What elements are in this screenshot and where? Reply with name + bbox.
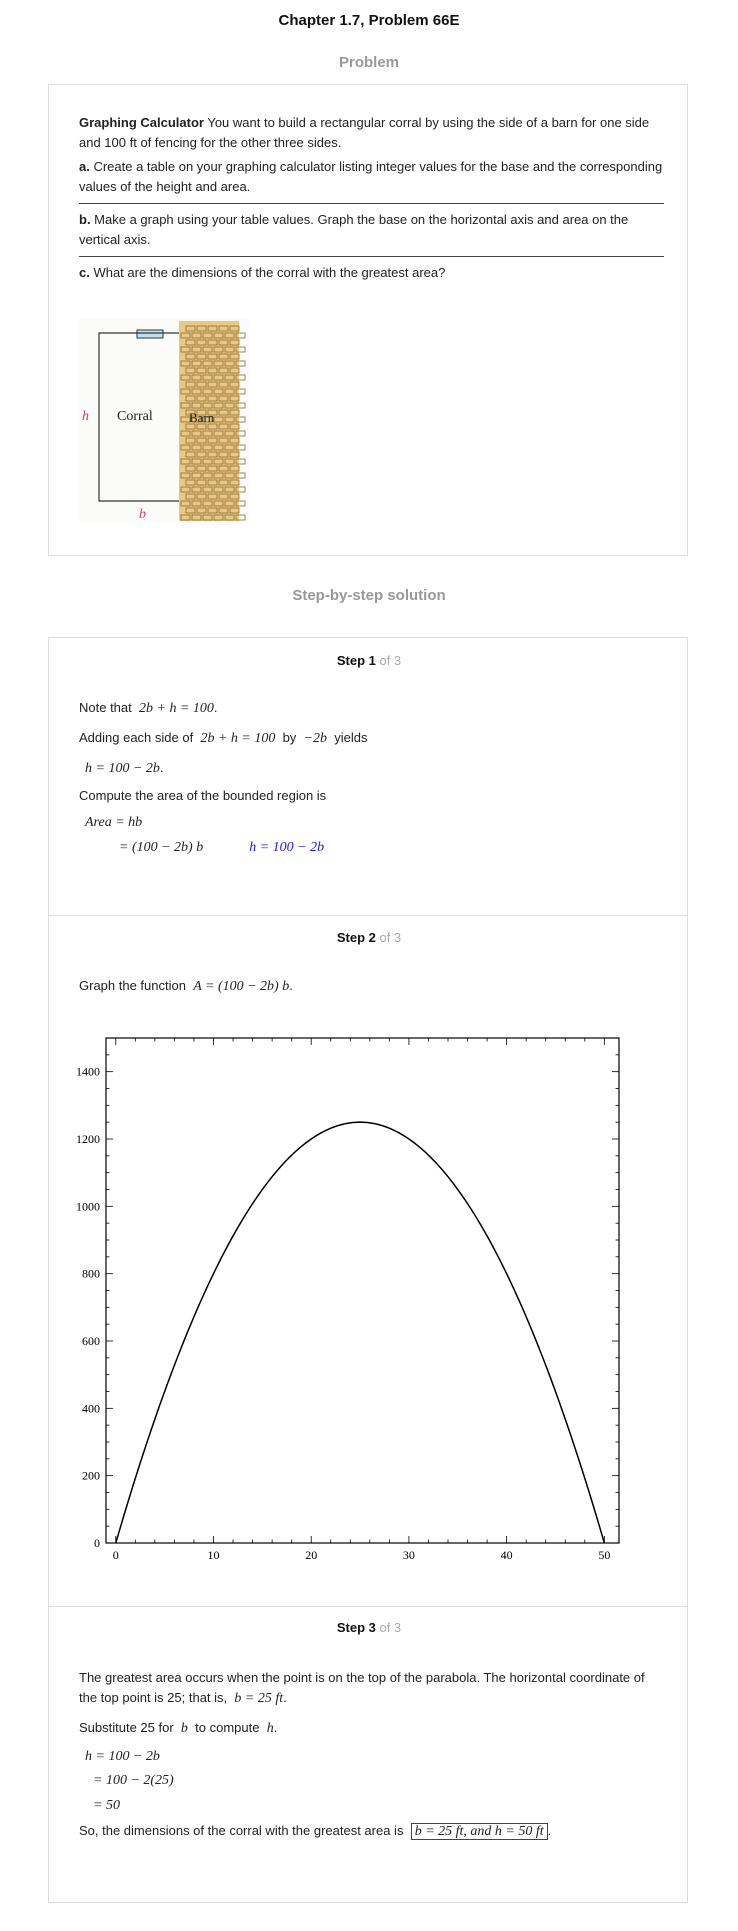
step-divider — [49, 915, 687, 916]
solution-heading: Step-by-step solution — [292, 587, 446, 604]
step1-label: Step 1 — [336, 653, 376, 668]
step1-l2-yields: yields — [334, 730, 368, 745]
step3-label: Step 3 — [336, 1620, 376, 1635]
step3-line6: So, the dimensions of the corral with th… — [79, 1823, 552, 1840]
x-tick-label: 10 — [207, 1548, 219, 1562]
divider-rule — [79, 203, 664, 204]
step3-line5: = 50 — [93, 1797, 120, 1814]
step2-line1: Graph the function A = (100 − 2b) b. — [79, 978, 293, 994]
corral-label: Corral — [117, 409, 153, 424]
h-label: h — [82, 409, 89, 424]
step3-paragraph: The greatest area occurs when the point … — [79, 1670, 645, 1706]
step3-p1-math: b = 25 ft — [234, 1691, 284, 1706]
part-c-label: c. — [79, 265, 90, 280]
step3-l4-math: = 100 − 2(25) — [93, 1773, 174, 1788]
step3-l2-text2: to compute — [195, 1720, 260, 1735]
y-tick-label: 600 — [82, 1334, 100, 1348]
problem-text: Graphing Calculator You want to build a … — [79, 113, 664, 283]
step2-of: of 3 — [375, 930, 402, 945]
step1-line6: = (100 − 2b) b h = 100 − 2b — [119, 839, 324, 856]
step2-l1-text: Graph the function — [79, 978, 186, 993]
b-label: b — [139, 507, 146, 522]
step-divider — [49, 1606, 687, 1607]
step3-l2-math: b — [180, 1721, 188, 1736]
part-c-text: What are the dimensions of the corral wi… — [89, 265, 446, 280]
step1-line5: Area = hb — [85, 814, 142, 831]
step3-l6-text: So, the dimensions of the corral with th… — [79, 1823, 404, 1838]
area-chart: 0 10 20 30 40 50 0 200 400 600 800 1000 1200 1400 — [76, 1037, 620, 1562]
step3-line4: = 100 − 2(25) — [93, 1772, 174, 1789]
answer-box: b = 25 ft, and h = 50 ft — [410, 1823, 548, 1840]
step1-l6-math: = (100 − 2b) b — [119, 840, 204, 855]
x-tick-label: 20 — [305, 1548, 317, 1562]
step1-line1: Note that 2b + h = 100. — [79, 700, 218, 716]
x-tick-label: 50 — [598, 1548, 610, 1562]
step2-l1-math: A = (100 − 2b) b — [193, 979, 290, 994]
step1-l6-note: h = 100 − 2b — [249, 840, 325, 855]
problem-heading: Problem — [338, 54, 399, 71]
step3-p1: The greatest area occurs when the point … — [79, 1670, 645, 1705]
step1-line3: h = 100 − 2b. — [85, 760, 164, 776]
y-tick-label: 200 — [82, 1469, 100, 1483]
step1-l1-text: Note that — [79, 700, 132, 715]
solution-box: Step 1 of 3 Note that 2b + h = 100. Addi… — [48, 637, 688, 1903]
step1-heading: Step 1 of 3 — [49, 653, 689, 668]
part-b-text: Make a graph using your table values. Gr… — [79, 212, 629, 247]
step3-l2-math2: h — [266, 1721, 274, 1736]
step1-l2-text: Adding each side of — [79, 730, 194, 745]
step3-l3-math: h = 100 − 2b — [85, 1749, 160, 1764]
step1-l5-math: Area = hb — [85, 815, 143, 830]
fence-line — [98, 332, 179, 502]
step2-heading: Step 2 of 3 — [49, 930, 689, 945]
step3-of: of 3 — [375, 1620, 402, 1635]
series-line — [115, 1121, 606, 1544]
corral-figure: h Corral Barn b — [79, 318, 249, 523]
step3-l5-math: = 50 — [93, 1798, 120, 1813]
step1-l3-math: h = 100 − 2b — [85, 761, 160, 776]
step1-line4: Compute the area of the bounded region i… — [79, 788, 327, 803]
y-tick-label: 1400 — [76, 1065, 100, 1079]
part-a-text: Create a table on your graphing calculat… — [79, 159, 663, 194]
step1-l2-by: by — [282, 730, 297, 745]
x-tick-label: 0 — [113, 1548, 119, 1562]
divider-rule — [79, 256, 664, 257]
step1-l2-math2: −2b — [303, 731, 327, 746]
y-tick-label: 1200 — [76, 1132, 100, 1146]
problem-lead-bold: Graphing Calculator — [79, 115, 204, 130]
barn-label: Barn — [189, 410, 215, 425]
step3-line2: Substitute 25 for b to compute h. — [79, 1720, 278, 1736]
step2-label: Step 2 — [336, 930, 376, 945]
part-b-label: b. — [79, 212, 91, 227]
part-a-label: a. — [79, 159, 90, 174]
y-tick-label: 400 — [82, 1401, 100, 1415]
y-tick-label: 0 — [94, 1536, 100, 1550]
step1-of: of 3 — [375, 653, 402, 668]
plot-frame — [105, 1037, 620, 1544]
step3-l2-text: Substitute 25 for — [79, 1720, 174, 1735]
step1-line2: Adding each side of 2b + h = 100 by −2b … — [79, 730, 367, 747]
x-tick-label: 40 — [501, 1548, 513, 1562]
problem-box: Graphing Calculator You want to build a … — [48, 84, 688, 556]
window-icon — [136, 329, 164, 339]
problem-lead-text: You want to build a rectangular corral b… — [79, 115, 650, 150]
x-tick-label: 30 — [403, 1548, 415, 1562]
step3-line3: h = 100 − 2b — [85, 1748, 160, 1765]
step1-l1-math: 2b + h = 100 — [139, 701, 214, 716]
y-tick-label: 800 — [82, 1267, 100, 1281]
page-title: Chapter 1.7, Problem 66E — [278, 12, 460, 29]
step3-heading: Step 3 of 3 — [49, 1620, 689, 1635]
y-tick-label: 1000 — [76, 1199, 100, 1213]
step1-l2-math: 2b + h = 100 — [200, 731, 276, 746]
